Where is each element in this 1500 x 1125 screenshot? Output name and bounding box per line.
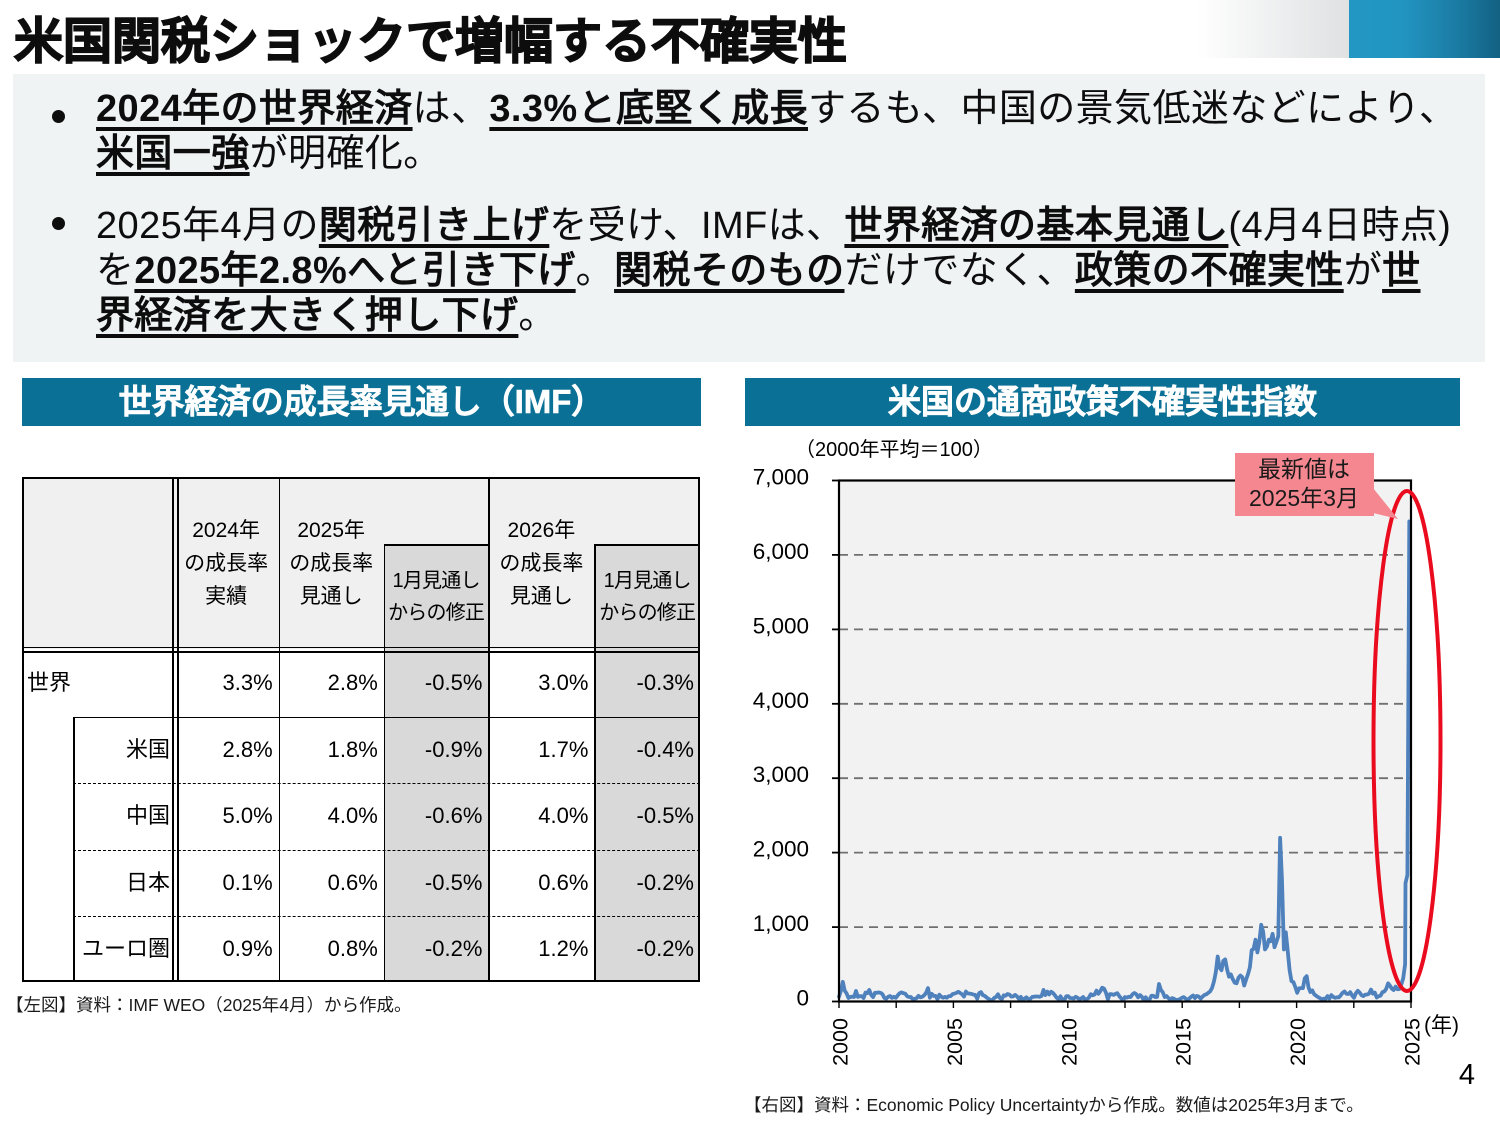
svg-text:3,000: 3,000 (753, 762, 809, 787)
svg-text:6,000: 6,000 (753, 539, 809, 564)
svg-text:2005: 2005 (943, 1018, 967, 1066)
svg-text:7,000: 7,000 (753, 465, 809, 490)
svg-text:2025: 2025 (1401, 1018, 1425, 1066)
svg-text:4,000: 4,000 (753, 688, 809, 713)
svg-text:2,000: 2,000 (753, 837, 809, 862)
svg-text:(年): (年) (1424, 1014, 1459, 1037)
svg-text:2015: 2015 (1172, 1018, 1196, 1066)
svg-text:5,000: 5,000 (753, 613, 809, 638)
svg-text:2010: 2010 (1057, 1018, 1081, 1066)
svg-text:（2000年平均＝100）: （2000年平均＝100） (795, 438, 993, 461)
svg-text:2020: 2020 (1286, 1018, 1310, 1066)
svg-text:2025年3月: 2025年3月 (1249, 485, 1359, 511)
svg-text:2000: 2000 (829, 1018, 853, 1066)
svg-text:1,000: 1,000 (753, 911, 809, 936)
svg-text:最新値は: 最新値は (1258, 456, 1350, 482)
svg-text:0: 0 (796, 986, 809, 1011)
